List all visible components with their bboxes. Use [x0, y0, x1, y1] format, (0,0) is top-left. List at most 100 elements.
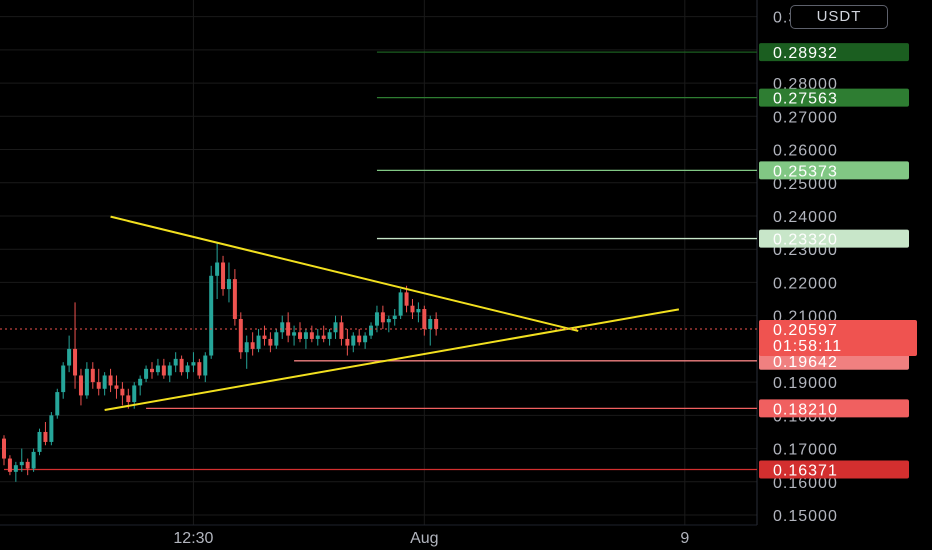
trendline-support [104, 308, 680, 412]
candle-body [226, 279, 231, 290]
candle-body [292, 332, 297, 336]
candle-body [363, 335, 368, 343]
candle-body [333, 322, 338, 333]
candle-body [286, 322, 291, 336]
candle-body [303, 332, 308, 339]
level-labels: 0.28932 0.27563 0.25373 0.23320 0.19642 0.182… [759, 43, 909, 479]
level-badge [759, 43, 909, 62]
candle-body [90, 368, 95, 383]
candle-body [102, 375, 107, 389]
candle-body [25, 461, 30, 469]
level-value: 0.28932 [773, 45, 838, 62]
candle-body [327, 332, 332, 339]
candle-body [398, 292, 403, 316]
price-tick-label: 0.27000 [773, 109, 838, 126]
candle-body [132, 385, 137, 403]
candle-body [96, 382, 101, 389]
price-tick-label: 0.19000 [773, 375, 838, 392]
price-tick-label: 0.22000 [773, 275, 838, 292]
time-tick-label: 12:30 [173, 530, 213, 547]
price-tick-label: 0.15000 [773, 508, 838, 525]
candle-body [309, 332, 314, 339]
candle-body [185, 365, 190, 373]
level-badge [759, 229, 909, 248]
candle-body [280, 322, 285, 333]
candle-body [73, 348, 78, 376]
candle-body [144, 368, 149, 379]
candle-body [256, 335, 261, 349]
candle-body [37, 431, 42, 452]
candle-body [61, 365, 66, 393]
candle-body [55, 392, 60, 416]
candle-body [2, 438, 6, 459]
candle-body [369, 325, 374, 336]
candle-body [416, 309, 421, 313]
candle-body [274, 332, 279, 346]
price-tick-label: 0.16000 [773, 475, 838, 492]
candle-body [422, 309, 427, 329]
price-tick-label: 0.17000 [773, 442, 838, 459]
candle-body [351, 335, 356, 346]
candle-body [374, 312, 379, 326]
last-price-label: 0.20597 01:58:11 [759, 320, 917, 357]
candle-body [315, 335, 320, 339]
candle-body [262, 335, 267, 339]
trendlines[interactable] [104, 215, 680, 412]
candle-body [7, 458, 12, 472]
candle-body [203, 355, 208, 376]
candle-body [67, 348, 72, 366]
candle-body [108, 375, 113, 386]
candle-body [238, 318, 243, 353]
candle-body [232, 279, 237, 319]
candle-body [126, 395, 131, 403]
candle-body [114, 385, 119, 389]
candle-body [179, 358, 184, 373]
last-price-badge [759, 320, 917, 357]
last-price-value: 0.20597 [773, 322, 838, 339]
candle-body [434, 318, 439, 329]
candle-body [197, 362, 202, 376]
candle-body [155, 365, 160, 373]
level-value: 0.16371 [773, 462, 838, 479]
candle-body [161, 365, 166, 376]
candle-body [386, 318, 391, 323]
candle-body [13, 465, 18, 472]
candle-body [167, 365, 172, 376]
time-tick-label: Aug [410, 530, 438, 547]
candle-body [244, 342, 249, 353]
level-badge [759, 460, 909, 479]
candle-body [84, 368, 89, 396]
candle-body [298, 332, 302, 339]
candle-body [49, 415, 54, 442]
level-value: 0.23320 [773, 232, 838, 249]
candle-body [209, 275, 214, 356]
candle-body [380, 312, 385, 323]
level-badge [759, 351, 909, 370]
time-axis[interactable]: 12:30 Aug 9 [173, 530, 689, 547]
candle-body [150, 368, 154, 373]
candle-body [215, 262, 220, 276]
candle-body [43, 431, 48, 442]
level-badge [759, 399, 909, 418]
candle-body [321, 335, 326, 339]
candle-body [120, 388, 125, 396]
trendline-resistance [110, 215, 579, 332]
candle-body [357, 335, 362, 343]
level-badge [759, 88, 909, 107]
candle-body [404, 292, 409, 306]
price-tick-label: 0.25000 [773, 176, 838, 193]
candle-body [173, 358, 178, 366]
horizontal-levels[interactable] [4, 51, 757, 471]
time-tick-label: 9 [680, 530, 689, 547]
currency-selector[interactable]: USDT [790, 5, 888, 29]
candle-body [250, 342, 255, 349]
candle-body [19, 461, 24, 466]
level-value: 0.27563 [773, 91, 838, 108]
candle-body [339, 322, 344, 339]
grid-lines [0, 0, 757, 525]
price-axis[interactable]: 0.150000.160000.170000.180000.190000.200… [773, 10, 838, 525]
candle-body [221, 262, 226, 290]
candle-body [345, 338, 350, 346]
candle-body [138, 378, 143, 386]
